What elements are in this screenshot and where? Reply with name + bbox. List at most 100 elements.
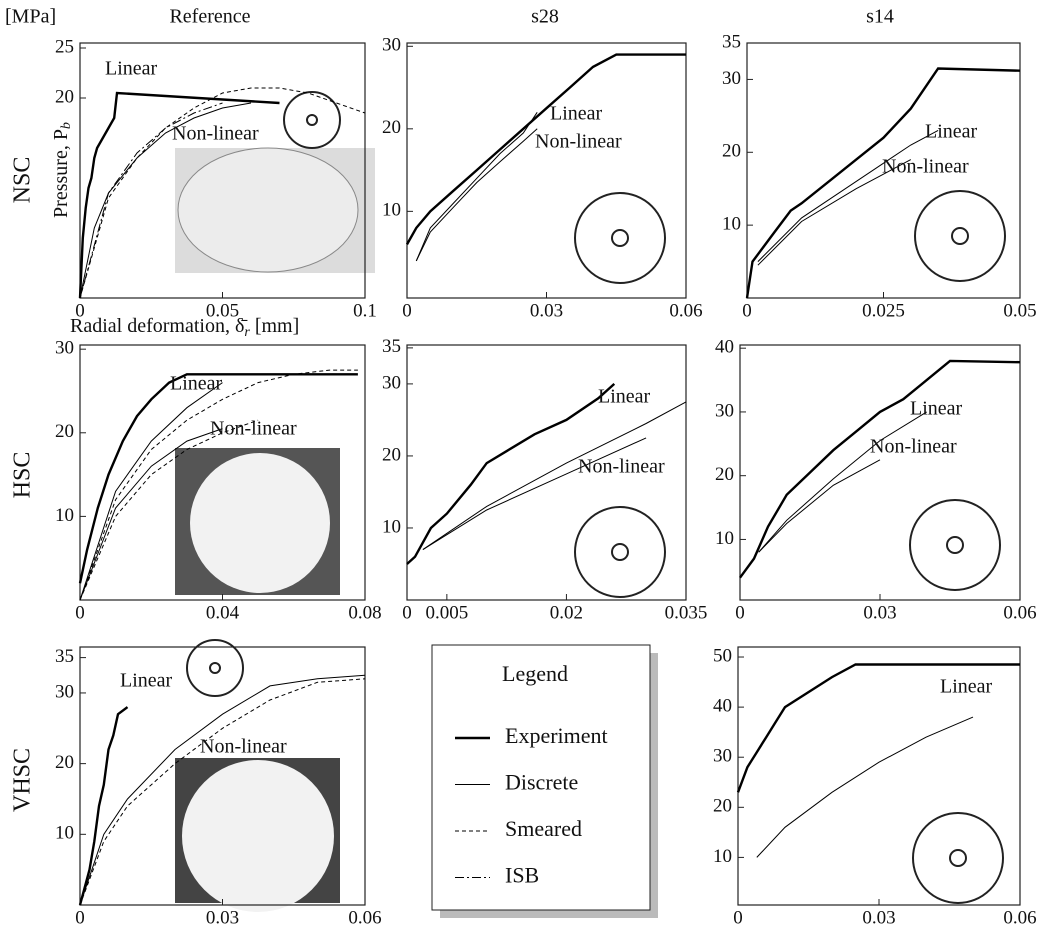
schematic — [574, 192, 666, 284]
row-label: NSC — [10, 157, 36, 204]
y-tick-label: 30 — [55, 338, 74, 359]
y-tick-label: 10 — [715, 528, 734, 549]
series-line — [736, 663, 1020, 793]
column-title: s14 — [866, 6, 894, 28]
x-tick-label: 0 — [735, 602, 745, 623]
x-tick-label: 0 — [75, 602, 85, 623]
x-tick-label: 0.08 — [348, 602, 381, 623]
y-axis-label: Pressure, Pb — [50, 122, 75, 218]
y-label-sub: b — [59, 122, 74, 129]
row-label: VHSC — [10, 748, 36, 812]
series-line — [415, 112, 538, 262]
schematic — [949, 849, 967, 867]
y-tick-label: 10 — [55, 823, 74, 844]
annotation: Linear — [105, 58, 158, 80]
y-tick-label: 40 — [713, 695, 732, 716]
y-tick-label: 30 — [55, 681, 74, 702]
annotation: Non-linear — [210, 418, 297, 440]
y-tick-label: 30 — [715, 400, 734, 421]
y-tick-label: 10 — [55, 505, 74, 526]
x-tick-label: 0 — [402, 300, 412, 321]
series-line — [422, 437, 647, 551]
legend-box — [431, 644, 651, 911]
y-tick-label: 20 — [715, 464, 734, 485]
y-tick-label: 10 — [382, 200, 401, 221]
annotation: Non-linear — [882, 156, 969, 178]
legend-label: ISB — [505, 863, 539, 888]
schematic — [946, 536, 964, 554]
series-line — [78, 373, 358, 584]
column-title: Reference — [169, 6, 250, 28]
legend-label: Discrete — [505, 770, 578, 795]
y-tick-label: 20 — [713, 796, 732, 817]
column-title: s28 — [531, 6, 559, 28]
x-axis-label: Radial deformation, δ̄r [mm] — [70, 315, 299, 341]
y-tick-label: 20 — [722, 141, 741, 162]
annotation: Linear — [925, 121, 978, 143]
series-line — [422, 401, 687, 551]
x-tick-label: 0.1 — [353, 300, 377, 321]
x-label-text: Radial deformation, δ̄ — [70, 315, 248, 337]
x-tick-label: 0.05 — [206, 300, 239, 321]
x-label-unit: [mm] — [250, 315, 299, 337]
series-line — [739, 359, 1021, 579]
x-tick-label: 0 — [402, 602, 412, 623]
y-tick-label: 20 — [55, 421, 74, 442]
y-tick-label: 40 — [715, 337, 734, 358]
annotation: Non-linear — [578, 456, 665, 478]
crack-schematics — [186, 91, 1006, 904]
series-line — [79, 87, 366, 299]
series-line — [415, 128, 538, 262]
schematic — [951, 227, 969, 245]
legend-label: Smeared — [505, 816, 582, 841]
series-line — [406, 383, 616, 565]
y-tick-label: 10 — [713, 846, 732, 867]
y-tick-label: 20 — [382, 444, 401, 465]
schematic — [909, 499, 1001, 591]
x-tick-label: 0 — [733, 907, 743, 928]
legend-title: Legend — [502, 661, 568, 686]
x-tick-label: 0.06 — [669, 300, 702, 321]
y-tick-label: 30 — [382, 35, 401, 56]
annotation: Non-linear — [535, 131, 622, 153]
specimen-photo — [182, 760, 334, 912]
annotation: Non-linear — [200, 736, 287, 758]
annotation: Non-linear — [172, 123, 259, 145]
x-tick-label: 0 — [75, 300, 85, 321]
series-line — [79, 369, 358, 601]
plot-frame — [406, 344, 687, 601]
schematic — [283, 91, 341, 149]
annotation: Linear — [910, 398, 963, 420]
annotation: Linear — [120, 670, 173, 692]
y-label-text: Pressure, P — [50, 129, 72, 218]
schematic — [912, 812, 1004, 904]
x-label-sub: r — [244, 325, 250, 340]
x-tick-label: 0.06 — [348, 907, 381, 928]
x-tick-label: 0.04 — [206, 602, 240, 623]
annotation: Linear — [550, 103, 603, 125]
series-line — [758, 459, 881, 553]
series-line — [78, 706, 129, 906]
x-tick-label: 0.005 — [425, 602, 468, 623]
x-tick-label: 0.025 — [862, 300, 905, 321]
y-tick-label: 25 — [55, 36, 74, 57]
y-tick-label: 35 — [722, 31, 741, 52]
y-tick-label: 30 — [713, 746, 732, 767]
x-tick-label: 0.05 — [1003, 300, 1036, 321]
series-line — [79, 382, 223, 601]
x-tick-label: 0.03 — [206, 907, 239, 928]
y-tick-label: 10 — [382, 516, 401, 537]
series-line — [79, 674, 366, 906]
series-line — [79, 678, 366, 906]
y-tick-label: 30 — [382, 372, 401, 393]
schematic — [186, 639, 244, 697]
x-tick-label: 0.03 — [530, 300, 563, 321]
schematic — [574, 506, 666, 598]
x-tick-label: 0.03 — [862, 907, 895, 928]
row-label: HSC — [10, 452, 36, 499]
series-line — [79, 102, 252, 299]
schematic — [209, 662, 221, 674]
series-line — [745, 67, 1021, 299]
schematic — [611, 229, 629, 247]
